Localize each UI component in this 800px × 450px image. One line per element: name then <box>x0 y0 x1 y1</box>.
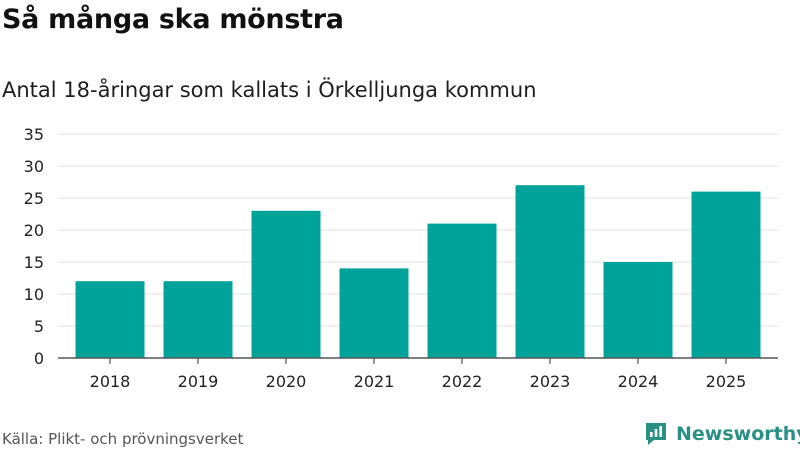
newsworthy-logo-icon <box>646 423 666 445</box>
x-tick-label: 2020 <box>266 372 307 391</box>
y-tick-label: 35 <box>24 125 44 144</box>
x-tick-label: 2025 <box>706 372 747 391</box>
y-tick-label: 5 <box>34 317 44 336</box>
y-tick-label: 15 <box>24 253 44 272</box>
x-tick-label: 2022 <box>442 372 483 391</box>
bar <box>603 262 673 358</box>
bar <box>427 223 497 358</box>
bar <box>691 191 761 358</box>
chart-title: Så många ska mönstra <box>2 4 344 35</box>
x-tick-label: 2023 <box>530 372 571 391</box>
y-tick-label: 25 <box>24 189 44 208</box>
x-tick-label: 2018 <box>90 372 131 391</box>
y-tick-label: 10 <box>24 285 44 304</box>
brand-logo: Newsworthy <box>644 421 800 447</box>
y-tick-label: 20 <box>24 221 44 240</box>
bar <box>515 185 585 358</box>
bar <box>251 210 321 358</box>
bar <box>339 268 409 358</box>
x-tick-label: 2019 <box>178 372 219 391</box>
y-tick-label: 0 <box>34 349 44 368</box>
brand-name: Newsworthy <box>676 423 800 445</box>
bar <box>75 281 145 358</box>
y-tick-label: 30 <box>24 157 44 176</box>
source-note: Källa: Plikt- och prövningsverket <box>2 430 244 448</box>
chart-subtitle: Antal 18-åringar som kallats i Örkelljun… <box>2 78 537 102</box>
x-tick-label: 2021 <box>354 372 395 391</box>
x-tick-label: 2024 <box>618 372 659 391</box>
bar <box>163 281 233 358</box>
